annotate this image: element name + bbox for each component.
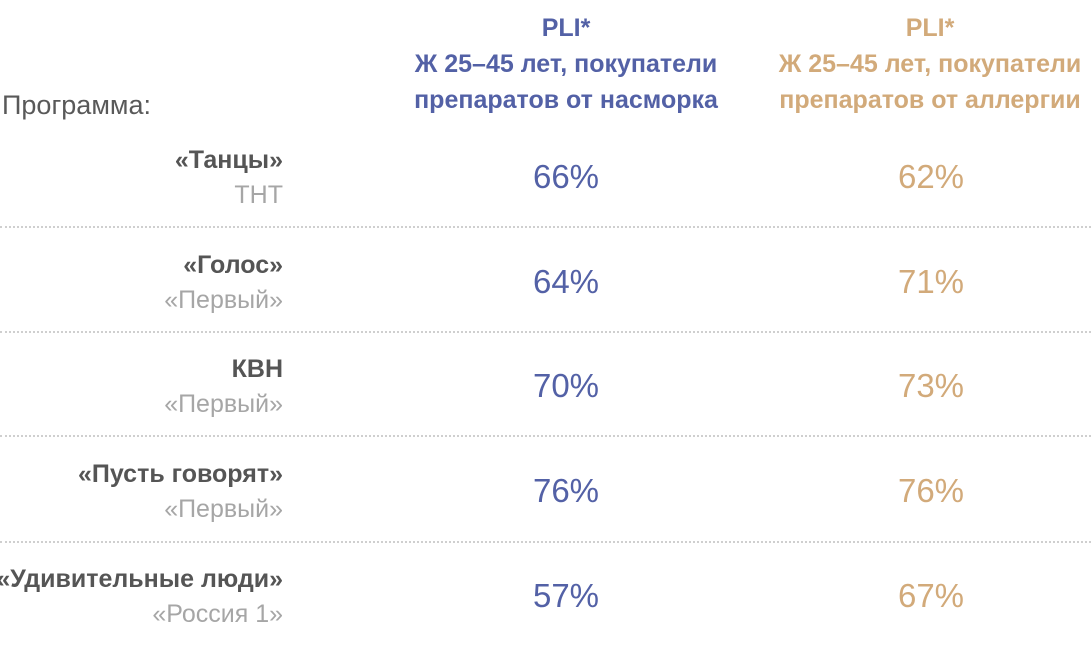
table-row: КВН «Первый» 70% 73% <box>0 345 1091 449</box>
program-column-label: Программа: <box>2 90 151 120</box>
column-header-line: Ж 25–45 лет, покупатели <box>414 50 718 78</box>
program-name: КВН <box>231 355 283 383</box>
channel-name: ТНТ <box>234 181 283 209</box>
channel-name: «Россия 1» <box>152 600 283 628</box>
row-divider <box>0 435 1091 437</box>
value-allergy: 71% <box>897 263 965 300</box>
table-row: «Пусть говорят» «Первый» 76% 76% <box>0 450 1091 554</box>
value-cold: 76% <box>532 472 600 509</box>
column-header-line: препаратов от насморка <box>414 86 718 114</box>
column-header-allergy: PLI* Ж 25–45 лет, покупатели препаратов … <box>762 10 1091 118</box>
value-allergy: 67% <box>897 577 965 614</box>
table-row: «Танцы» ТНТ 66% 62% <box>0 136 1091 240</box>
row-divider <box>0 331 1091 333</box>
row-divider <box>0 226 1091 228</box>
program-name: «Пусть говорят» <box>78 460 283 488</box>
program-name: «Танцы» <box>174 146 283 174</box>
program-name: «Удивительные люди» <box>0 565 283 593</box>
channel-name: «Первый» <box>164 495 283 523</box>
column-header-line: Ж 25–45 лет, покупатели <box>778 50 1082 78</box>
column-header-line: препаратов от аллергии <box>779 86 1081 114</box>
value-cold: 66% <box>532 158 600 195</box>
column-header-cold: PLI* Ж 25–45 лет, покупатели препаратов … <box>396 10 736 118</box>
column-header-line: PLI* <box>905 14 955 42</box>
value-allergy: 76% <box>897 472 965 509</box>
value-allergy: 62% <box>897 158 965 195</box>
value-allergy: 73% <box>897 367 965 404</box>
table-row: «Голос» «Первый» 64% 71% <box>0 241 1091 345</box>
column-header-line: PLI* <box>541 14 591 42</box>
value-cold: 64% <box>532 263 600 300</box>
program-name: «Голос» <box>183 251 283 279</box>
row-divider <box>0 541 1091 543</box>
value-cold: 70% <box>532 367 600 404</box>
table-row: «Удивительные люди» «Россия 1» 57% 67% <box>0 555 1091 659</box>
channel-name: «Первый» <box>164 390 283 418</box>
value-cold: 57% <box>532 577 600 614</box>
channel-name: «Первый» <box>164 286 283 314</box>
